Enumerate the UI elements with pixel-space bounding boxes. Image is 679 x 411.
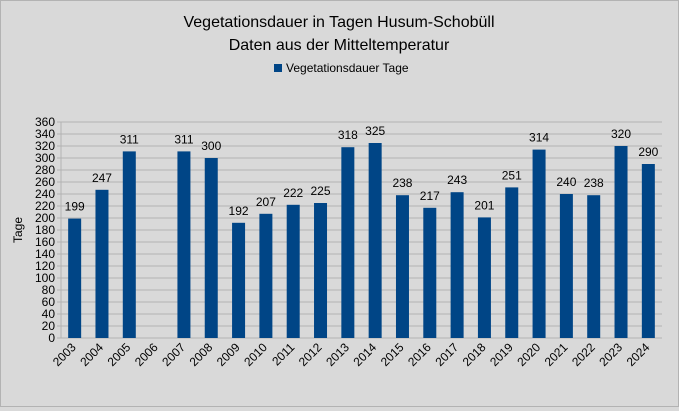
- data-label: 243: [447, 173, 467, 187]
- bar: [204, 158, 218, 338]
- bar: [477, 217, 491, 338]
- bar: [505, 187, 519, 338]
- x-tick-label: 2012: [296, 340, 325, 369]
- data-label: 247: [92, 171, 112, 185]
- bar: [368, 143, 382, 338]
- y-tick-label: 360: [35, 115, 55, 129]
- y-axis-ticks: 0204060801001201401601802002202402602803…: [35, 115, 55, 345]
- data-label: 222: [283, 186, 303, 200]
- x-tick-label: 2019: [487, 340, 516, 369]
- bar: [122, 151, 136, 338]
- bar: [532, 149, 546, 338]
- y-tick-label: 320: [35, 139, 55, 153]
- x-tick-label: 2023: [596, 340, 625, 369]
- bars: [68, 143, 655, 338]
- x-tick-label: 2010: [241, 340, 270, 369]
- bar: [559, 194, 573, 338]
- legend: Vegetationsdauer Tage: [274, 61, 409, 75]
- x-tick-label: 2017: [432, 340, 461, 369]
- x-tick-label: 2022: [569, 340, 598, 369]
- data-label: 314: [529, 131, 549, 145]
- y-tick-label: 0: [48, 331, 55, 345]
- x-tick-label: 2006: [132, 340, 161, 369]
- y-tick-label: 120: [35, 259, 55, 273]
- y-tick-label: 240: [35, 187, 55, 201]
- data-label: 325: [365, 124, 385, 138]
- data-label: 217: [420, 189, 440, 203]
- x-tick-label: 2011: [269, 340, 297, 368]
- y-tick-label: 40: [42, 307, 56, 321]
- data-label: 240: [556, 175, 576, 189]
- data-label: 238: [392, 176, 412, 190]
- bar: [423, 207, 437, 338]
- data-label: 311: [174, 132, 193, 146]
- legend-swatch: [274, 64, 282, 72]
- y-tick-label: 180: [35, 223, 55, 237]
- bar: [232, 222, 246, 338]
- x-tick-label: 2024: [624, 340, 653, 369]
- data-label: 300: [201, 139, 221, 153]
- y-tick-label: 160: [35, 235, 55, 249]
- x-tick-label: 2014: [350, 340, 379, 369]
- x-tick-label: 2009: [214, 340, 243, 369]
- bar: [450, 192, 464, 338]
- x-tick-label: 2015: [378, 340, 407, 369]
- x-tick-label: 2016: [405, 340, 434, 369]
- x-tick-label: 2007: [159, 340, 188, 369]
- bar: [68, 218, 82, 338]
- y-tick-label: 280: [35, 163, 55, 177]
- data-label: 207: [256, 195, 276, 209]
- x-tick-label: 2005: [105, 340, 134, 369]
- x-tick-label: 2004: [77, 340, 106, 369]
- data-label: 201: [474, 198, 494, 212]
- bar: [314, 203, 328, 338]
- y-axis-label: Tage: [11, 217, 25, 243]
- data-label: 311: [120, 132, 139, 146]
- y-tick-label: 80: [42, 283, 56, 297]
- bar: [286, 204, 300, 338]
- y-tick-label: 220: [35, 199, 55, 213]
- chart-title: Vegetationsdauer in Tagen Husum-Schobüll: [183, 14, 494, 31]
- bar: [395, 195, 409, 338]
- bar: [259, 213, 273, 338]
- bar: [95, 189, 109, 338]
- chart-subtitle: Daten aus der Mitteltemperatur: [229, 37, 450, 54]
- y-tick-label: 300: [35, 151, 55, 165]
- data-label: 192: [229, 204, 249, 218]
- bar: [614, 146, 628, 338]
- x-tick-label: 2018: [460, 340, 489, 369]
- y-tick-label: 100: [35, 271, 55, 285]
- bar: [341, 147, 355, 338]
- data-label: 320: [611, 127, 631, 141]
- data-labels: 199 247 311 311 300 192 207 222 225 318 325 238 217 2…: [65, 124, 659, 218]
- data-label: 251: [502, 168, 522, 182]
- y-tick-label: 260: [35, 175, 55, 189]
- x-tick-label: 2008: [187, 340, 216, 369]
- bar: [641, 164, 655, 338]
- data-label: 290: [638, 145, 658, 159]
- data-label: 318: [338, 128, 358, 142]
- legend-label: Vegetationsdauer Tage: [286, 61, 409, 75]
- bar: [177, 151, 191, 338]
- y-tick-label: 140: [35, 247, 55, 261]
- bar: [587, 195, 601, 338]
- y-tick-label: 340: [35, 127, 55, 141]
- data-label: 199: [65, 200, 85, 214]
- y-tick-label: 60: [42, 295, 56, 309]
- x-tick-label: 2021: [542, 340, 571, 369]
- x-tick-label: 2020: [514, 340, 543, 369]
- y-tick-label: 20: [42, 319, 56, 333]
- data-label: 225: [311, 184, 331, 198]
- data-label: 238: [584, 176, 604, 190]
- y-tick-label: 200: [35, 211, 55, 225]
- x-tick-label: 2013: [323, 340, 352, 369]
